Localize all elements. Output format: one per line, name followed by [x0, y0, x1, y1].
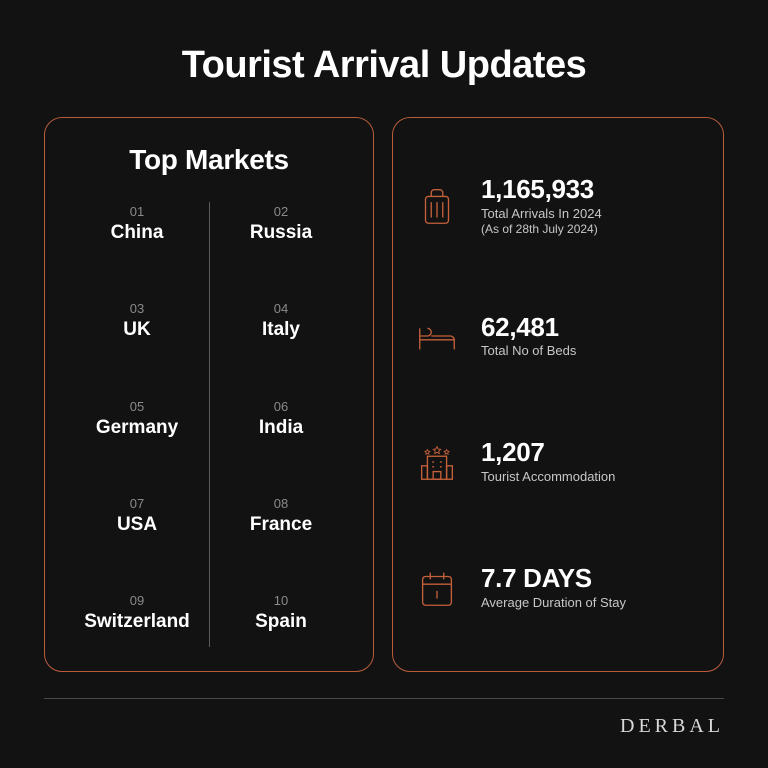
market-rank: 02	[209, 204, 353, 219]
stat-label: Tourist Accommodation	[481, 469, 705, 486]
panels-container: Top Markets 01 China 03 UK 05 Germany 07	[44, 117, 724, 672]
page-title: Tourist Arrival Updates	[44, 44, 724, 87]
market-item: 05 Germany	[65, 399, 209, 439]
market-rank: 05	[65, 399, 209, 414]
market-rank: 07	[65, 496, 209, 511]
market-item: 04 Italy	[209, 301, 353, 341]
market-name: Switzerland	[65, 611, 209, 633]
top-markets-panel: Top Markets 01 China 03 UK 05 Germany 07	[44, 117, 374, 672]
market-name: Germany	[65, 417, 209, 439]
markets-title: Top Markets	[65, 144, 353, 176]
market-name: France	[209, 514, 353, 536]
market-rank: 04	[209, 301, 353, 316]
stat-row-duration: 7.7 DAYS Average Duration of Stay	[411, 552, 705, 624]
stat-text: 1,165,933 Total Arrivals In 2024 (As of …	[481, 175, 705, 236]
stat-value: 7.7 DAYS	[481, 564, 705, 593]
stat-text: 7.7 DAYS Average Duration of Stay	[481, 564, 705, 611]
stat-label: Total Arrivals In 2024	[481, 206, 705, 223]
market-rank: 08	[209, 496, 353, 511]
market-name: Spain	[209, 611, 353, 633]
stat-label: Total No of Beds	[481, 343, 705, 360]
stat-value: 1,165,933	[481, 175, 705, 204]
hotel-icon	[411, 436, 463, 488]
market-item: 08 France	[209, 496, 353, 536]
market-name: USA	[65, 514, 209, 536]
stat-row-arrivals: 1,165,933 Total Arrivals In 2024 (As of …	[411, 165, 705, 246]
market-name: UK	[65, 319, 209, 341]
market-item: 01 China	[65, 204, 209, 244]
market-item: 09 Switzerland	[65, 593, 209, 633]
market-rank: 09	[65, 593, 209, 608]
market-rank: 10	[209, 593, 353, 608]
market-rank: 06	[209, 399, 353, 414]
market-item: 10 Spain	[209, 593, 353, 633]
markets-col-right: 02 Russia 04 Italy 06 India 08 France 10	[209, 198, 353, 651]
market-rank: 03	[65, 301, 209, 316]
brand-logo: DERBAL	[44, 715, 724, 738]
stats-panel: 1,165,933 Total Arrivals In 2024 (As of …	[392, 117, 724, 672]
markets-col-left: 01 China 03 UK 05 Germany 07 USA 09 Sw	[65, 198, 209, 651]
stat-row-beds: 62,481 Total No of Beds	[411, 300, 705, 372]
markets-grid: 01 China 03 UK 05 Germany 07 USA 09 Sw	[65, 198, 353, 651]
market-name: China	[65, 222, 209, 244]
market-name: India	[209, 417, 353, 439]
stat-text: 62,481 Total No of Beds	[481, 313, 705, 360]
market-item: 02 Russia	[209, 204, 353, 244]
stat-text: 1,207 Tourist Accommodation	[481, 438, 705, 485]
footer: DERBAL	[44, 698, 724, 738]
calendar-icon	[411, 562, 463, 614]
markets-divider	[209, 202, 210, 647]
stat-sublabel: (As of 28th July 2024)	[481, 222, 705, 236]
market-name: Italy	[209, 319, 353, 341]
market-item: 06 India	[209, 399, 353, 439]
bed-icon	[411, 310, 463, 362]
market-rank: 01	[65, 204, 209, 219]
stat-row-accommodation: 1,207 Tourist Accommodation	[411, 426, 705, 498]
market-name: Russia	[209, 222, 353, 244]
stat-value: 1,207	[481, 438, 705, 467]
luggage-icon	[411, 180, 463, 232]
stat-value: 62,481	[481, 313, 705, 342]
market-item: 07 USA	[65, 496, 209, 536]
stat-label: Average Duration of Stay	[481, 595, 705, 612]
market-item: 03 UK	[65, 301, 209, 341]
